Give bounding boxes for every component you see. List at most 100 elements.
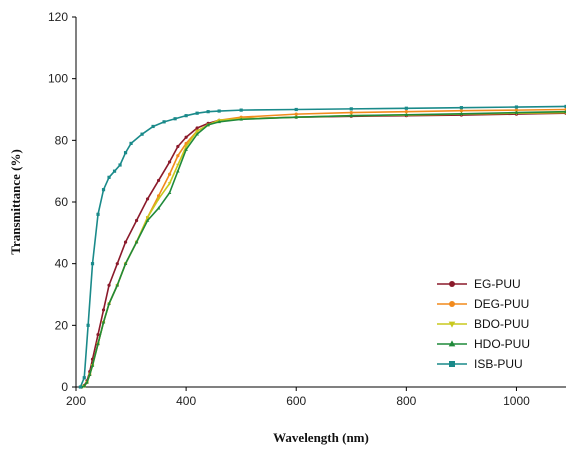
- data-point: [514, 108, 519, 112]
- data-point: [176, 169, 180, 173]
- data-point: [184, 135, 188, 139]
- data-point: [239, 117, 243, 121]
- data-point: [90, 262, 95, 266]
- data-point: [176, 144, 180, 149]
- data-point: [145, 216, 150, 220]
- legend-marker: [449, 361, 455, 367]
- data-point: [217, 119, 221, 124]
- x-axis-title: Wavelength (nm): [273, 430, 369, 445]
- legend-marker: [449, 301, 455, 307]
- y-tick-label: 20: [55, 318, 69, 332]
- data-point: [129, 141, 133, 146]
- data-point: [459, 109, 463, 113]
- x-axis-ticks: 200 400 600 800 1000: [66, 387, 530, 408]
- data-point: [115, 262, 119, 266]
- y-tick-label: 0: [61, 380, 68, 394]
- y-axis-title: Transmittance (%): [8, 149, 23, 255]
- data-point: [167, 172, 172, 176]
- data-point: [82, 376, 86, 380]
- legend-label: EG-PUU: [474, 277, 521, 291]
- data-point: [88, 372, 92, 376]
- data-point: [134, 218, 139, 223]
- y-tick-label: 120: [48, 10, 68, 24]
- data-point: [176, 163, 180, 167]
- data-point: [145, 218, 150, 222]
- data-point: [239, 108, 243, 112]
- data-point: [156, 178, 161, 183]
- data-point: [156, 197, 161, 201]
- data-point: [404, 112, 409, 117]
- data-point: [404, 106, 408, 110]
- data-point: [107, 175, 111, 179]
- data-point: [349, 110, 353, 115]
- data-point: [86, 323, 90, 327]
- data-point: [514, 110, 519, 114]
- plot-area: 0 20 40 60 80 100 120 200 400 600 800 1000: [48, 10, 566, 408]
- data-point: [107, 283, 111, 287]
- data-point: [176, 154, 180, 158]
- data-point: [101, 308, 106, 312]
- legend-item: BDO-PUU: [437, 317, 529, 331]
- data-point: [123, 151, 128, 155]
- y-tick-label: 40: [55, 257, 69, 271]
- data-point: [206, 122, 210, 127]
- series-isb-puu: [78, 104, 566, 389]
- series-line: [79, 105, 566, 388]
- data-point: [195, 129, 199, 134]
- data-point: [96, 212, 100, 216]
- data-point: [167, 190, 172, 195]
- y-tick-label: 60: [55, 195, 69, 209]
- data-point: [184, 145, 188, 149]
- x-tick-label: 600: [286, 394, 306, 408]
- legend-label: BDO-PUU: [474, 317, 529, 331]
- data-point: [115, 283, 120, 287]
- legend-item: HDO-PUU: [437, 337, 530, 351]
- data-point: [90, 363, 95, 367]
- legend-item: DEG-PUU: [437, 297, 529, 311]
- legend-label: ISB-PUU: [474, 357, 523, 371]
- data-point: [145, 197, 150, 201]
- data-point: [195, 126, 199, 130]
- legend-marker: [449, 281, 455, 287]
- data-point: [195, 132, 199, 136]
- data-point: [134, 240, 139, 244]
- data-point: [173, 117, 177, 121]
- data-point: [101, 320, 106, 324]
- data-point: [459, 111, 464, 116]
- legend-item: EG-PUU: [437, 277, 521, 291]
- data-point: [101, 188, 106, 192]
- legend-marker: [448, 321, 456, 328]
- y-tick-label: 80: [55, 133, 69, 147]
- data-point: [78, 385, 83, 389]
- data-point: [404, 110, 408, 114]
- data-point: [167, 160, 172, 164]
- data-point: [123, 240, 128, 244]
- data-point: [349, 107, 353, 111]
- data-point: [294, 115, 298, 119]
- data-point: [167, 182, 172, 186]
- data-point: [162, 120, 166, 124]
- y-tick-label: 100: [48, 72, 68, 86]
- x-tick-label: 400: [176, 394, 196, 408]
- x-tick-label: 1000: [503, 394, 530, 408]
- series-hdo-puu: [79, 109, 566, 389]
- data-point: [140, 132, 144, 136]
- x-tick-label: 200: [66, 394, 86, 408]
- legend-marker: [448, 340, 456, 347]
- data-point: [206, 110, 210, 114]
- data-point: [96, 332, 100, 337]
- data-point: [184, 147, 188, 151]
- data-point: [82, 384, 87, 388]
- data-point: [195, 111, 199, 115]
- data-point: [217, 109, 221, 113]
- data-point: [184, 114, 188, 118]
- data-point: [459, 106, 463, 110]
- legend: EG-PUU DEG-PUU BDO-PUU HDO-PUU ISB-PUU: [437, 277, 530, 371]
- data-point: [151, 124, 155, 129]
- data-point: [294, 112, 298, 116]
- data-point: [294, 107, 298, 112]
- data-point: [85, 380, 89, 384]
- data-point: [156, 206, 161, 210]
- data-point: [107, 301, 111, 306]
